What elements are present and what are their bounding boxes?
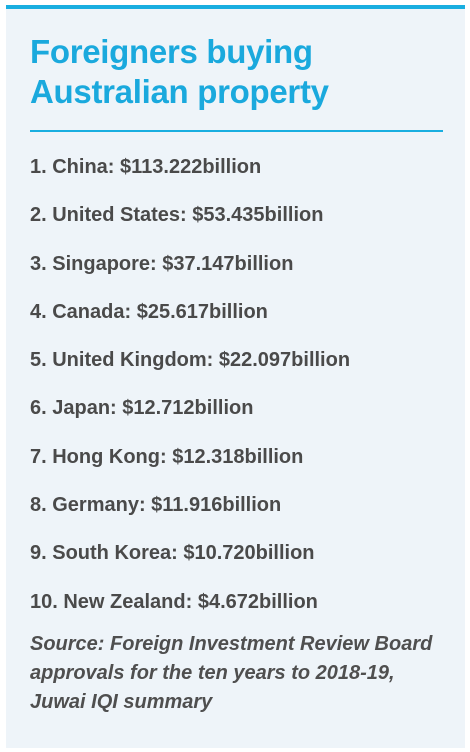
panel-title: Foreigners buying Australian property — [30, 33, 329, 110]
list-item: 10. New Zealand: $4.672billion — [30, 590, 318, 613]
list-item: 8. Germany: $11.916billion — [30, 494, 282, 517]
list-item: 7. Hong Kong: $12.318billion — [30, 445, 304, 468]
source-note: Source: Foreign Investment Review Board … — [30, 633, 433, 713]
list-item: 6. Japan: $12.712billion — [30, 397, 254, 420]
ranking-list: 1. China: $113.222billion 2. United Stat… — [30, 148, 350, 631]
list-item: 3. Singapore: $37.147billion — [30, 252, 294, 275]
list-item: 2. United States: $53.435billion — [30, 204, 324, 227]
list-item: 1. China: $113.222billion — [30, 156, 262, 178]
list-item: 9. South Korea: $10.720billion — [30, 542, 315, 565]
list-item: 5. United Kingdom: $22.097billion — [30, 349, 351, 372]
title-divider — [30, 130, 443, 132]
info-panel: Foreigners buying Australian property 1.… — [6, 5, 465, 748]
list-item: 4. Canada: $25.617billion — [30, 300, 268, 323]
